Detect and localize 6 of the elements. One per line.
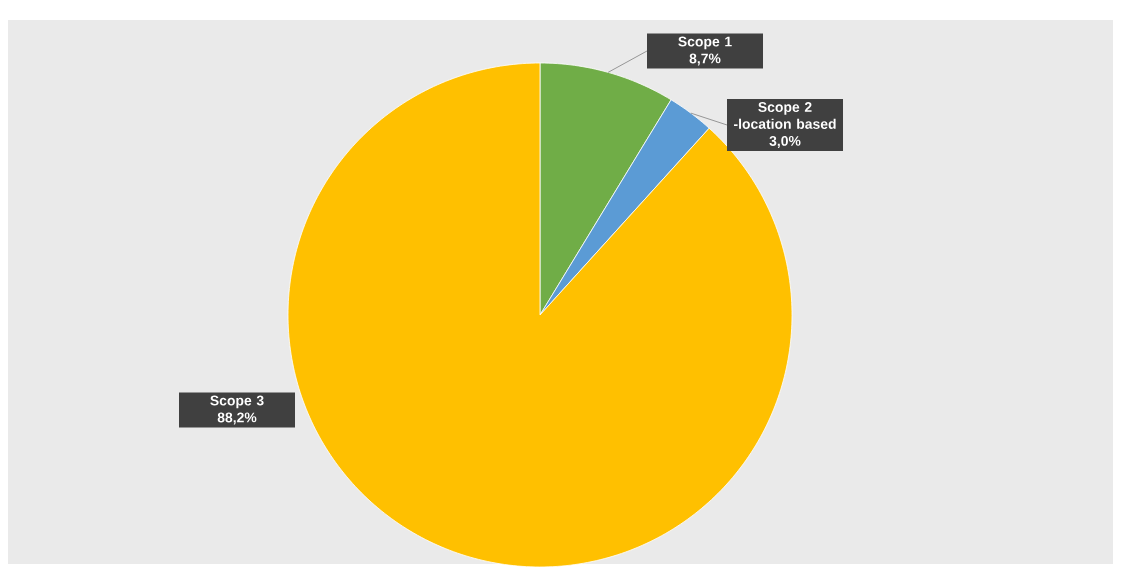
slice-label: Scope 2 -location based bbox=[734, 102, 836, 129]
data-label: 88,2% bbox=[217, 412, 257, 425]
slice-label: Scope 1 bbox=[678, 36, 732, 50]
slice-label: Scope 3 bbox=[210, 395, 264, 409]
data-label: 8,7% bbox=[689, 53, 721, 66]
data-label: 3,0% bbox=[769, 135, 801, 148]
